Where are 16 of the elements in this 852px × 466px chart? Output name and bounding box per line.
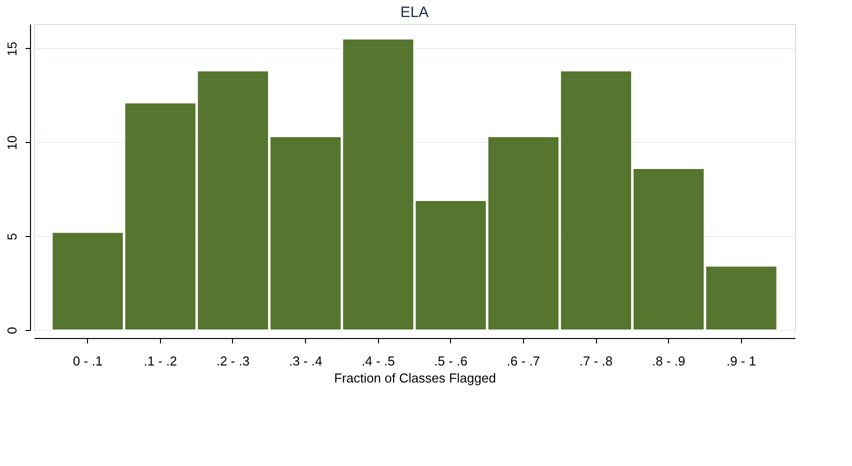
x-tick-label: .6 - .7 (506, 354, 540, 368)
x-tick-label: .7 - .8 (579, 354, 613, 368)
x-tick-label: .8 - .9 (652, 354, 686, 368)
x-tick-label: .2 - .3 (216, 354, 250, 368)
y-tick-label: 10 (4, 136, 20, 150)
x-tick-label: .1 - .2 (144, 354, 177, 368)
y-tick-label: 5 (4, 233, 20, 240)
y-tick-label: 15 (4, 42, 20, 56)
x-axis-title: Fraction of Classes Flagged (334, 370, 496, 386)
y-tick-label: 0 (4, 326, 20, 334)
x-tick-label: .3 - .4 (288, 354, 322, 368)
x-tick-label: 0 - .1 (72, 354, 103, 368)
x-tick-label: .9 - 1 (726, 354, 756, 368)
chart-title: ELA (400, 4, 429, 21)
x-tick-label: .5 - .6 (434, 354, 468, 368)
x-tick-label: .4 - .5 (362, 354, 395, 368)
